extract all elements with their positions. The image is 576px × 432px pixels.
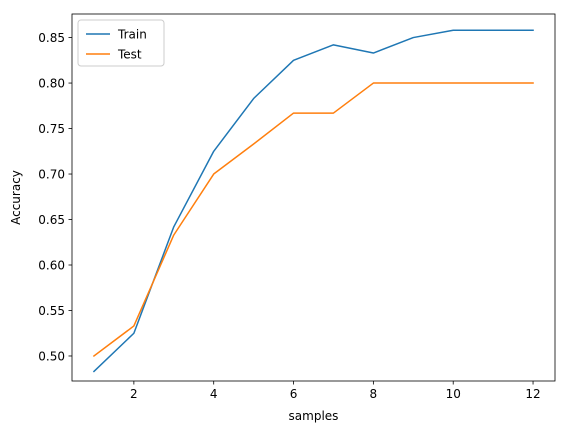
- y-tick-label: 0.80: [38, 76, 65, 90]
- y-tick-label: 0.55: [38, 304, 65, 318]
- y-tick-label: 0.85: [38, 31, 65, 45]
- y-tick-label: 0.60: [38, 258, 65, 272]
- x-tick-label: 10: [446, 387, 461, 401]
- series-line-train: [92, 29, 534, 373]
- legend: Train Test: [77, 19, 165, 67]
- x-axis-label: samples: [289, 409, 339, 423]
- x-tick-label: 8: [370, 387, 378, 401]
- x-tick-label: 6: [290, 387, 298, 401]
- legend-label-train: Train: [117, 27, 147, 41]
- y-tick-label: 0.65: [38, 213, 65, 227]
- y-axis-label: Accuracy: [9, 170, 23, 225]
- y-tick-label: 0.50: [38, 349, 65, 363]
- y-tick-label: 0.70: [38, 167, 65, 181]
- plot-area: [92, 29, 534, 373]
- x-tick-label: 12: [525, 387, 540, 401]
- legend-label-test: Test: [117, 47, 142, 61]
- x-tick-label: 2: [130, 387, 138, 401]
- axes-frame: [71, 13, 556, 382]
- series-line-test: [92, 82, 534, 358]
- axes-ticks: 2 4 6 8 10 12 0.50 0.55 0.60 0.65 0.70 0.75 0.80 0.85: [38, 13, 556, 401]
- y-tick-label: 0.75: [38, 122, 65, 136]
- x-tick-label: 4: [210, 387, 218, 401]
